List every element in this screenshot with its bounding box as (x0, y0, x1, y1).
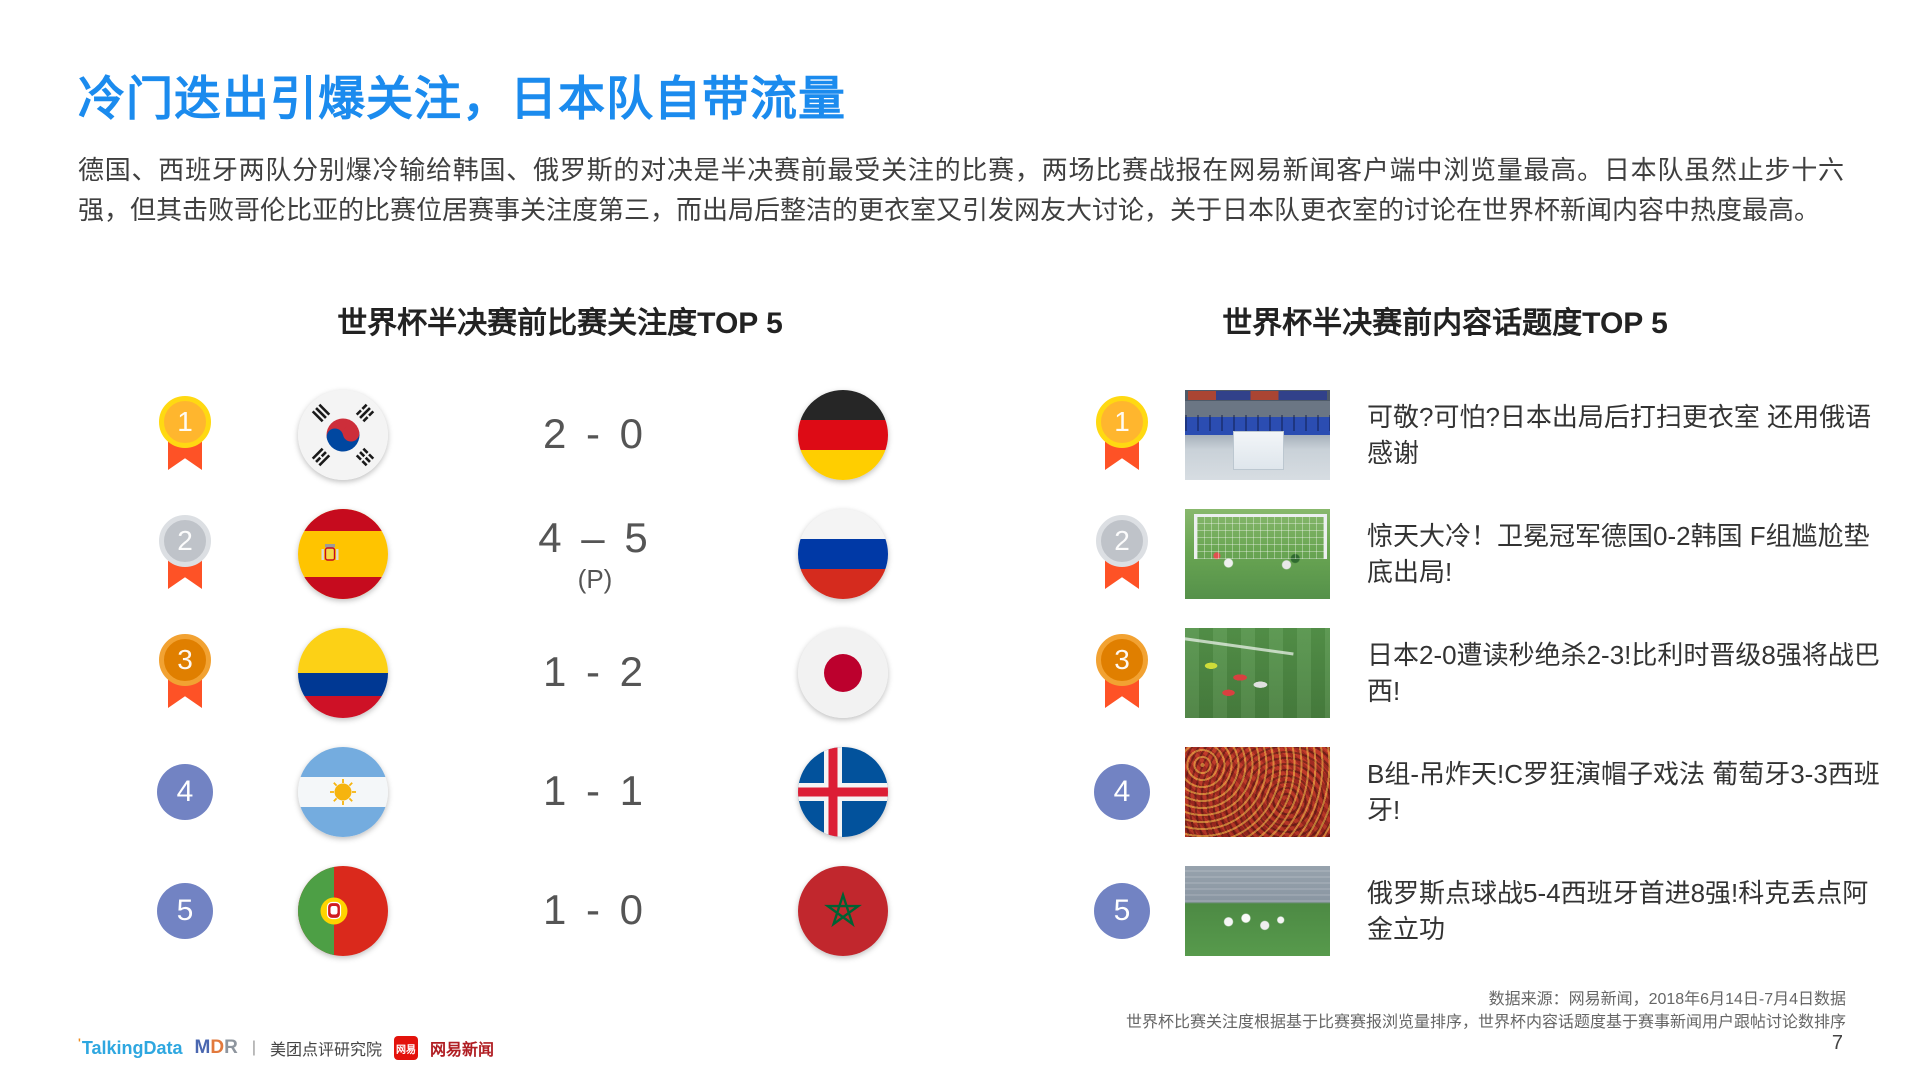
score-note: (P) (577, 563, 613, 594)
match-score: 4 – 5 (P) (538, 514, 651, 595)
rank-3-bronze-medal-icon: 3 (157, 634, 213, 712)
rank-number: 1 (1114, 406, 1130, 437)
talkingdata-tick-icon: ' (78, 1035, 81, 1050)
match-row-2: 2 4 – 5 (P) (130, 494, 940, 614)
topic-row-2: 2 惊天大冷！卫冕冠军德国0-2韩国 F组尴尬垫底出局! (1067, 494, 1881, 614)
right-section-title: 世界杯半决赛前内容话题度TOP 5 (1222, 307, 1668, 340)
talkingdata-logo: 'TalkingData (78, 1035, 183, 1059)
topic-headline: B组-吊炸天!C罗狂演帽子戏法 葡萄牙3-3西班牙! (1367, 759, 1880, 825)
rank-number: 4 (1113, 775, 1131, 808)
topic-headline: 俄罗斯点球战5-4西班牙首进8强!科克丢点阿金立功 (1367, 878, 1869, 944)
mdr-letter-m: M (194, 1037, 211, 1058)
topic-row-3: 3 日本2-0遭读秒绝杀2-3!比利时晋级8强将战巴西! (1067, 613, 1881, 733)
match-row-1: 1 (130, 375, 940, 495)
russia-spain-celebration-photo (1185, 866, 1330, 956)
morocco-flag-icon (797, 866, 888, 956)
colombia-flag-icon (297, 628, 388, 718)
japan-locker-room-photo (1185, 390, 1330, 480)
portugal-flag-icon (297, 866, 388, 956)
rank-1-gold-medal-icon: 1 (1094, 396, 1150, 474)
source-line-1: 数据来源：网易新闻，2018年6月14日-7月4日数据 (1488, 991, 1846, 1008)
iceland-flag-icon (797, 747, 888, 837)
rank-4-badge: 4 (1094, 764, 1150, 820)
rank-number: 2 (1114, 525, 1130, 556)
intro-paragraph: 德国、西班牙两队分别爆冷输给韩国、俄罗斯的对决是半决赛前最受关注的比赛，两场比赛… (78, 155, 1844, 225)
rank-3-bronze-medal-icon: 3 (1094, 634, 1150, 712)
logo-divider: | (251, 1039, 256, 1056)
portugal-spain-fans-photo (1185, 747, 1330, 837)
rank-4-badge: 4 (157, 764, 213, 820)
match-row-4: 4 1 - 1 (130, 732, 940, 852)
rank-1-gold-medal-icon: 1 (157, 396, 213, 474)
medal-disc: 3 (159, 634, 211, 686)
japan-flag-icon (797, 628, 888, 718)
talkingdata-wordmark: TalkingData (81, 1037, 183, 1058)
score-value: 4 – 5 (538, 513, 652, 561)
south-korea-flag-icon (297, 390, 388, 480)
netease-news-label: 网易新闻 (430, 1042, 495, 1059)
rank-number: 4 (176, 775, 194, 808)
page-number: 7 (1831, 1032, 1843, 1054)
match-score: 2 - 0 (543, 410, 647, 460)
topic-headline: 日本2-0遭读秒绝杀2-3!比利时晋级8强将战巴西! (1367, 640, 1880, 706)
medal-disc: 1 (159, 396, 211, 448)
match-row-3: 3 1 - 2 (130, 613, 940, 733)
south-korea-flag-svg (297, 390, 388, 480)
match-score: 1 - 0 (543, 886, 647, 936)
morocco-flag-svg (797, 866, 888, 956)
footer-logos: 'TalkingData MDR | 美团点评研究院 网易 网易新闻 (78, 1036, 494, 1060)
score-value: 2 - 0 (542, 410, 648, 457)
rank-5-badge: 5 (1094, 883, 1150, 939)
match-score: 1 - 1 (543, 767, 647, 817)
russia-flag-svg (797, 509, 888, 599)
topic-row-4: 4 B组-吊炸天!C罗狂演帽子戏法 葡萄牙3-3西班牙! (1067, 732, 1881, 852)
mdr-letter-d: D (210, 1037, 225, 1058)
match-row-5: 5 1 - 0 (130, 851, 940, 971)
netease-logo-icon: 网易 (394, 1036, 419, 1060)
medal-disc: 3 (1096, 634, 1148, 686)
mdr-logo-icon: MDR (195, 1037, 238, 1059)
meituan-research-label: 美团点评研究院 (270, 1042, 383, 1059)
germany-korea-goal-photo (1185, 509, 1330, 599)
rank-number: 5 (176, 894, 194, 927)
match-score: 1 - 2 (543, 648, 647, 698)
page-title: 冷门迭出引爆关注，日本队自带流量 (78, 72, 846, 125)
topic-headline: 可敬?可怕?日本出局后打扫更衣室 还用俄语感谢 (1367, 402, 1872, 468)
data-source-note: 数据来源：网易新闻，2018年6月14日-7月4日数据 世界杯比赛关注度根据基于… (1126, 988, 1846, 1034)
rank-number: 3 (177, 644, 193, 675)
topic-row-5: 5 俄罗斯点球战5-4西班牙首进8强!科克丢点阿金立功 (1067, 851, 1881, 971)
argentina-flag-icon (297, 747, 388, 837)
germany-flag-icon (797, 390, 888, 480)
left-section-title: 世界杯半决赛前比赛关注度TOP 5 (337, 307, 783, 340)
portugal-flag-svg (297, 866, 388, 956)
rank-number: 5 (1113, 894, 1131, 927)
topic-headline: 惊天大冷！卫冕冠军德国0-2韩国 F组尴尬垫底出局! (1367, 521, 1870, 587)
iceland-flag-svg (797, 747, 888, 837)
argentina-flag-svg (297, 747, 388, 837)
score-value: 1 - 2 (542, 648, 648, 695)
rank-number: 1 (177, 406, 193, 437)
score-value: 1 - 0 (542, 886, 648, 933)
germany-flag-svg (797, 390, 888, 480)
rank-2-silver-medal-icon: 2 (1094, 515, 1150, 593)
score-value: 1 - 1 (542, 767, 648, 814)
spain-flag-icon (297, 509, 388, 599)
rank-number: 2 (177, 525, 193, 556)
topic-row-1: 1 可敬?可怕?日本出局后打扫更衣室 还用俄语感谢 (1067, 375, 1881, 495)
spain-flag-svg (297, 509, 388, 599)
source-line-2: 世界杯比赛关注度根据基于比赛赛报浏览量排序，世界杯内容话题度基于赛事新闻用户跟帖… (1125, 1014, 1846, 1031)
russia-flag-icon (797, 509, 888, 599)
medal-disc: 2 (159, 515, 211, 567)
japan-flag-svg (797, 628, 888, 718)
mdr-letter-r: R (224, 1037, 238, 1058)
medal-disc: 2 (1096, 515, 1148, 567)
rank-5-badge: 5 (157, 883, 213, 939)
colombia-flag-svg (297, 628, 388, 718)
rank-number: 3 (1114, 644, 1130, 675)
japan-belgium-pitch-photo (1185, 628, 1330, 718)
rank-2-silver-medal-icon: 2 (157, 515, 213, 593)
medal-disc: 1 (1096, 396, 1148, 448)
